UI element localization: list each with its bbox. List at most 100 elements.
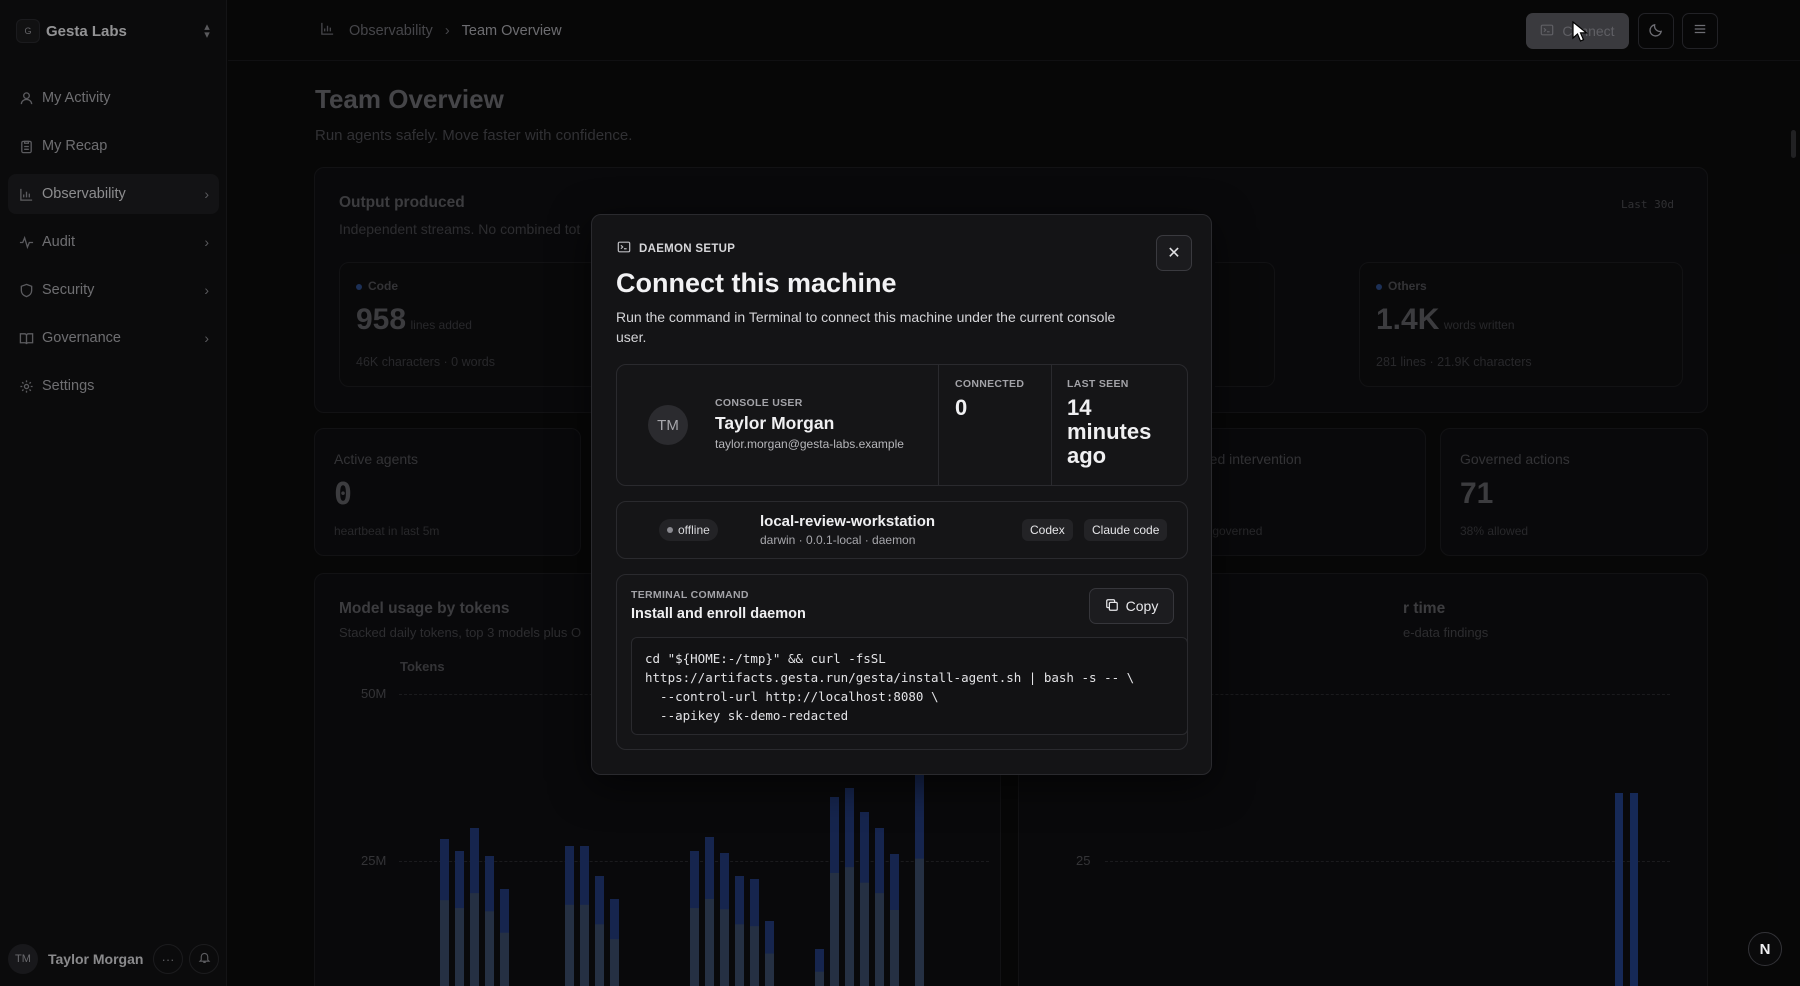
bar (765, 921, 774, 986)
series-dot (356, 283, 362, 290)
card-subtitle: Stacked daily tokens, top 3 models plus … (339, 625, 582, 640)
card-title: r time (1403, 600, 1446, 617)
copy-button-label: Copy (1125, 598, 1159, 614)
sidebar-item-label: My Recap (42, 138, 108, 154)
hidden-stat-card (1215, 262, 1275, 387)
range-label: Last 30d (1621, 198, 1674, 211)
n-logo-icon[interactable]: N (1748, 932, 1782, 966)
avatar[interactable]: TM (8, 944, 38, 974)
gear-icon (18, 378, 34, 394)
sidebar-item-observability[interactable]: Observability › (8, 174, 219, 214)
bar-segment (860, 882, 869, 986)
stacked-bars (440, 775, 924, 986)
status-text: offline (678, 523, 710, 537)
agent-tag-claude-code: Claude code (1084, 519, 1168, 541)
sidebar-item-label: Governance (42, 330, 121, 346)
bar-segment (875, 893, 884, 986)
sidebar-item-label: Observability (42, 186, 126, 202)
avatar: TM (648, 405, 688, 445)
bar (1615, 793, 1623, 986)
terminal-command-panel: TERMINAL COMMAND Install and enroll daem… (616, 574, 1188, 750)
menu-icon (1693, 22, 1707, 40)
chevron-right-icon: › (204, 186, 209, 202)
command-code-block[interactable]: cd "${HOME:-/tmp}" && curl -fsSL https:/… (631, 637, 1188, 735)
gridline (1105, 861, 1670, 862)
sidebar-item-label: Settings (42, 378, 95, 394)
page-subtitle: Run agents safely. Move faster with conf… (315, 127, 633, 144)
stat-note: 46K characters · 0 words (356, 355, 495, 369)
code-stat-card: Code 958 lines added 46K characters · 0 … (339, 262, 619, 387)
org-name: Gesta Labs (46, 22, 127, 40)
sidebar-item-security[interactable]: Security › (8, 270, 219, 310)
book-icon (18, 330, 34, 346)
user-icon (18, 90, 34, 106)
scrollbar-thumb[interactable] (1791, 130, 1796, 158)
console-user-name: Taylor Morgan (715, 413, 835, 433)
clipboard-icon (18, 138, 34, 154)
bar-segment (440, 900, 449, 986)
bar-segment (915, 858, 924, 986)
chevron-right-icon: › (204, 282, 209, 298)
stat-note: 281 lines · 21.9K characters (1376, 355, 1532, 369)
stat-label: Governed actions (1460, 451, 1570, 467)
bar-segment (565, 904, 574, 986)
bar-segment (580, 904, 589, 986)
connected-count: 0 (955, 395, 968, 420)
copy-button[interactable]: Copy (1089, 588, 1174, 624)
close-button[interactable]: ✕ (1156, 235, 1192, 271)
sidebar-item-my-recap[interactable]: My Recap (8, 126, 219, 166)
divider (1051, 365, 1052, 485)
sidebar-item-label: Audit (42, 234, 76, 250)
terminal-command-label: TERMINAL COMMAND (631, 589, 749, 601)
active-agents-card: Active agents 0 heartbeat in last 5m (314, 428, 581, 556)
others-stat-card: Others 1.4K words written 281 lines · 21… (1359, 262, 1683, 387)
stat-value: 0 (334, 477, 353, 512)
bar-segment (705, 898, 714, 986)
y-tick-label: 25 (1076, 853, 1091, 868)
menu-button[interactable] (1682, 13, 1718, 49)
stat-unit: words written (1443, 318, 1515, 332)
sidebar-item-settings[interactable]: Settings (8, 366, 219, 406)
card-subtitle: e-data findings (1403, 625, 1489, 640)
chevron-right-icon: › (204, 234, 209, 250)
machine-name: local-review-workstation (760, 513, 936, 530)
machine-row: offline local-review-workstation darwin … (616, 501, 1188, 559)
bar-segment (455, 908, 464, 986)
terminal-icon (1540, 23, 1554, 40)
chevrons-up-down-icon: ▴ ▾ (204, 21, 210, 41)
status-badge: offline (659, 519, 718, 541)
y-axis-title: Tokens (400, 659, 445, 674)
stat-label: red intervention (1205, 451, 1302, 467)
bar-segment (890, 910, 899, 986)
breadcrumb-current: Team Overview (461, 22, 562, 39)
bar (815, 949, 824, 986)
bar-segment (720, 909, 729, 986)
stat-note: heartbeat in last 5m (334, 524, 440, 538)
bar-segment (690, 908, 699, 986)
bar-segment (735, 924, 744, 986)
sidebar-item-my-activity[interactable]: My Activity (8, 78, 219, 118)
org-switcher[interactable]: G Gesta Labs ▴ ▾ (16, 16, 214, 46)
card-title: Model usage by tokens (339, 600, 510, 617)
moon-icon (1648, 22, 1664, 41)
daemon-setup-dialog: DAEMON SETUP ✕ Connect this machine Run … (591, 214, 1212, 775)
breadcrumb-parent[interactable]: Observability (349, 22, 433, 39)
notifications-button[interactable] (189, 944, 219, 974)
user-footer: TM Taylor Morgan ··· (8, 942, 219, 976)
last-seen-value: 14 minutes ago (1067, 395, 1152, 468)
dialog-description: Run the command in Terminal to connect t… (616, 309, 1116, 345)
sidebar-item-audit[interactable]: Audit › (8, 222, 219, 262)
more-options-button[interactable]: ··· (153, 944, 183, 974)
stat-unit: lines added (410, 318, 472, 332)
sidebar-item-governance[interactable]: Governance › (8, 318, 219, 358)
console-user-panel: TM CONSOLE USER Taylor Morgan taylor.mor… (616, 364, 1188, 486)
stat-value: 71 (1460, 477, 1494, 510)
status-dot (667, 527, 673, 533)
dialog-title: Connect this machine (616, 268, 897, 298)
stat-value: 1.4K (1376, 303, 1440, 336)
sidebar-item-label: Security (42, 282, 95, 298)
theme-toggle-button[interactable] (1638, 13, 1674, 49)
user-name[interactable]: Taylor Morgan (48, 951, 144, 967)
bar-segment (830, 872, 839, 986)
agent-tag-codex: Codex (1022, 519, 1073, 541)
